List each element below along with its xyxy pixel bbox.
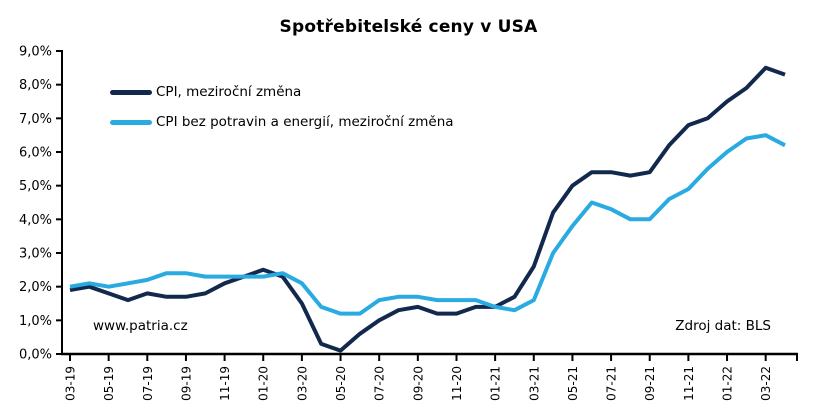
x-axis-label: 03-19 — [64, 366, 78, 401]
x-axis-label: 11-19 — [218, 366, 232, 401]
x-axis-label: 09-21 — [643, 366, 657, 401]
x-axis-label: 03-21 — [527, 366, 541, 401]
x-axis-label: 03-22 — [759, 366, 773, 401]
legend-label-cpi: CPI, meziroční změna — [156, 84, 302, 100]
legend-item-core-cpi: CPI bez potravin a energií, meziroční zm… — [110, 107, 454, 137]
x-axis-label: 07-19 — [141, 366, 155, 401]
x-axis-label: 05-21 — [566, 366, 580, 401]
y-axis-label: 6,0% — [19, 146, 52, 161]
legend-item-cpi: CPI, meziroční změna — [110, 77, 454, 107]
legend-line-swatch-cpi — [110, 89, 152, 95]
x-axis-label: 07-20 — [373, 366, 387, 401]
y-axis-label: 9,0% — [19, 45, 52, 60]
x-axis-label: 09-20 — [411, 366, 425, 401]
x-axis-label: 01-20 — [257, 366, 271, 401]
x-axis-label: 01-21 — [489, 366, 503, 401]
y-axis-label: 1,0% — [19, 314, 52, 329]
y-axis-label: 5,0% — [19, 179, 52, 194]
series-line-cpi — [69, 65, 786, 353]
y-axis-label: 2,0% — [19, 280, 52, 295]
x-axis-label: 11-21 — [682, 366, 696, 401]
watermark-patria: www.patria.cz — [93, 318, 188, 334]
series-line-core-cpi — [69, 133, 786, 316]
x-axis-label: 09-19 — [179, 366, 193, 401]
y-axis-label: 7,0% — [19, 112, 52, 127]
chart-legend: CPI, meziroční změna CPI bez potravin a … — [110, 77, 454, 137]
data-source-note: Zdroj dat: BLS — [675, 318, 771, 334]
x-axis-label: 03-20 — [295, 366, 309, 401]
x-axis-label: 05-19 — [102, 366, 116, 401]
x-axis-label: 11-20 — [450, 366, 464, 401]
x-axis-label: 07-21 — [605, 366, 619, 401]
y-axis-label: 0,0% — [19, 348, 52, 363]
chart-title: Spotřebitelské ceny v USA — [279, 17, 538, 37]
x-axis-label: 01-22 — [721, 366, 735, 401]
y-axis-label: 3,0% — [19, 247, 52, 262]
y-axis-label: 8,0% — [19, 78, 52, 93]
legend-label-core-cpi: CPI bez potravin a energií, meziroční zm… — [156, 114, 454, 130]
legend-line-swatch-core-cpi — [110, 119, 152, 125]
y-axis-label: 4,0% — [19, 213, 52, 228]
x-axis-label: 05-20 — [334, 366, 348, 401]
